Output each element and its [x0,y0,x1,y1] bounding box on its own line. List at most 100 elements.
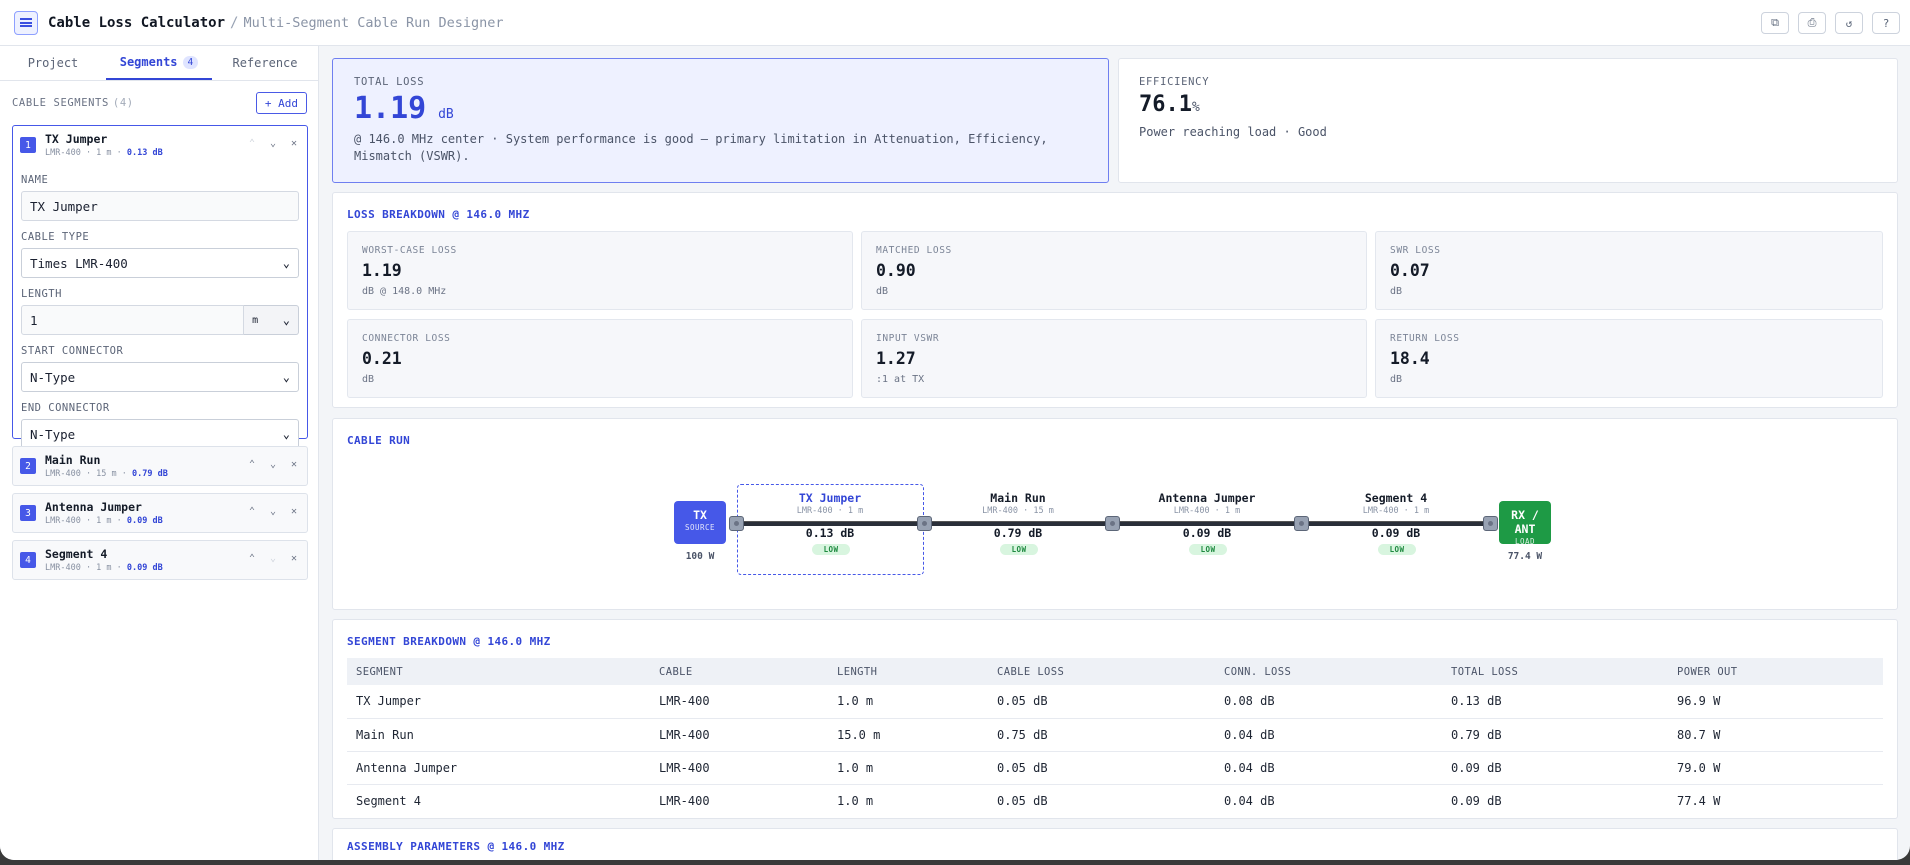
loss-level-badge: LOW [1000,544,1038,555]
table-row: Main Run LMR-400 15.0 m 0.75 dB 0.04 dB … [347,718,1883,752]
table-cell: 77.4 W [1677,793,1721,808]
segment-name: Antenna Jumper [45,500,142,514]
segment-table-wrap: SEGMENT CABLE LENGTH CABLE LOSS CONN. LO… [347,658,1883,817]
segment-card-header[interactable]: 3 Antenna Jumper LMR-400 · 1 m · 0.09 dB… [13,494,307,532]
run-segment-1[interactable]: TX Jumper LMR-400 · 1 m 0.13 dB LOW [740,491,920,555]
connector-icon [917,516,932,531]
help-icon: ? [1882,16,1890,30]
total-loss-description: @ 146.0 MHz center · System performance … [354,132,1048,163]
length-input[interactable]: 1 [21,305,245,335]
chevron-down-icon: ⌄ [282,427,290,441]
start-connector-select[interactable]: N-Type ⌄ [21,362,299,392]
remove-icon[interactable]: ✕ [290,459,298,470]
run-segment-meta: LMR-400 · 15 m [982,506,1054,516]
segment-meta-text: LMR-400 · 15 m · [45,469,132,479]
name-label: NAME [21,174,49,186]
assembly-parameters-card: ASSEMBLY PARAMETERS @ 146.0 MHZ [332,828,1898,860]
section-label-text: CABLE SEGMENTS [12,97,109,109]
table-cell: 1.0 m [837,793,874,808]
run-segment-2[interactable]: Main Run LMR-400 · 15 m 0.79 dB LOW [928,491,1108,555]
table-row: TX Jumper LMR-400 1.0 m 0.05 dB 0.08 dB … [347,685,1883,719]
segment-card-2[interactable]: 2 Main Run LMR-400 · 15 m · 0.79 dB ⌃ ⌄ … [12,446,308,486]
run-segment-4[interactable]: Segment 4 LMR-400 · 1 m 0.09 dB LOW [1306,491,1486,555]
efficiency-unit: % [1191,100,1200,115]
menu-button[interactable] [14,10,38,35]
add-segment-button[interactable]: + Add [255,92,307,114]
move-down-icon[interactable]: ⌄ [269,138,277,149]
app-subtitle: Multi-Segment Cable Run Designer [243,14,504,31]
segment-meta: LMR-400 · 1 m · 0.09 dB [45,563,163,573]
move-up-icon[interactable]: ⌃ [248,553,256,564]
table-cell: 0.04 dB [1224,793,1275,808]
segment-card-1[interactable]: 1 TX Jumper LMR-400 · 1 m · 0.13 dB ⌃ ⌄ … [12,125,308,449]
table-cell: LMR-400 [650,718,828,752]
stat-input-vswr: INPUT VSWR 1.27 :1 at TX [861,319,1367,398]
segment-loss: 0.13 dB [126,148,163,158]
loss-level-badge: LOW [1378,544,1416,555]
run-segment-3[interactable]: Antenna Jumper LMR-400 · 1 m 0.09 dB LOW [1117,491,1297,555]
cable-run-card: CABLE RUN TX SOURCE 100 W RX / ANT LOAD … [332,418,1898,610]
stat-label: INPUT VSWR [876,333,940,344]
stat-swr-loss: SWR LOSS 0.07 dB [1375,231,1883,310]
export-button[interactable]: ⎙ [1798,12,1826,34]
copy-icon: ⧉ [1771,16,1779,29]
tab-project[interactable]: Project [0,46,106,80]
help-button[interactable]: ? [1872,12,1900,34]
segment-card-header[interactable]: 2 Main Run LMR-400 · 15 m · 0.79 dB ⌃ ⌄ … [13,447,307,485]
reset-icon: ↺ [1845,16,1853,30]
segment-card-header[interactable]: 1 TX Jumper LMR-400 · 1 m · 0.13 dB ⌃ ⌄ … [13,126,307,164]
move-down-icon[interactable]: ⌄ [269,459,277,470]
source-node[interactable]: TX SOURCE [674,501,726,544]
run-segment-loss: 0.09 dB [1371,526,1421,540]
segment-loss: 0.09 dB [126,516,163,526]
header-actions: ⧉ ⎙ ↺ ? [1761,12,1900,34]
segment-card-3[interactable]: 3 Antenna Jumper LMR-400 · 1 m · 0.09 dB… [12,493,308,533]
total-loss-card: TOTAL LOSS 1.19 dB @ 146.0 MHz center · … [332,58,1109,183]
length-unit-select[interactable]: m ⌄ [244,305,299,335]
start-connector-value: N-Type [30,369,76,385]
remove-icon[interactable]: ✕ [290,138,298,149]
export-icon: ⎙ [1807,16,1817,29]
copy-button[interactable]: ⧉ [1761,12,1789,34]
move-down-icon[interactable]: ⌄ [269,553,277,564]
move-up-icon[interactable]: ⌃ [248,506,256,517]
table-cell: Antenna Jumper [347,751,650,785]
stat-label: SWR LOSS [1390,245,1441,256]
load-label: RX / ANT [1511,508,1539,536]
remove-icon[interactable]: ✕ [290,506,298,517]
source-sublabel: SOURCE [684,523,716,532]
segment-card-4[interactable]: 4 Segment 4 LMR-400 · 1 m · 0.09 dB ⌃ ⌄ … [12,540,308,580]
stat-unit: dB [876,286,889,297]
total-loss-value: 1.19 [354,91,427,126]
segment-card-header[interactable]: 4 Segment 4 LMR-400 · 1 m · 0.09 dB ⌃ ⌄ … [13,541,307,579]
stat-unit: dB [1390,286,1403,297]
source-label: TX [693,508,707,522]
run-segment-name: Antenna Jumper [1158,491,1256,505]
end-connector-select[interactable]: N-Type ⌄ [21,419,299,449]
name-field[interactable]: TX Jumper [21,191,299,221]
tab-segments[interactable]: Segments 4 [106,46,212,80]
table-cell: Main Run [347,718,650,752]
efficiency-value: 76.1 [1139,92,1192,117]
load-power: 77.4 W [1507,551,1543,562]
table-cell: TX Jumper [347,685,650,719]
total-loss-unit: dB [438,107,454,122]
app-header: Cable Loss Calculator / Multi-Segment Ca… [0,0,1910,46]
app-title: Cable Loss Calculator [48,14,226,31]
move-up-icon[interactable]: ⌃ [248,459,256,470]
col-header: CABLE [650,658,828,685]
run-segment-meta: LMR-400 · 1 m [1362,506,1430,516]
total-loss-value-row: 1.19 dB [354,91,454,126]
run-segment-name: Segment 4 [1364,491,1428,505]
move-down-icon[interactable]: ⌄ [269,506,277,517]
remove-icon[interactable]: ✕ [290,553,298,564]
tab-reference[interactable]: Reference [212,46,318,80]
cable-type-select[interactable]: Times LMR-400 ⌄ [21,248,299,278]
move-up-icon[interactable]: ⌃ [248,138,256,149]
reset-button[interactable]: ↺ [1835,12,1863,34]
segment-meta: LMR-400 · 15 m · 0.79 dB [45,469,168,479]
load-node[interactable]: RX / ANT LOAD [1499,501,1551,546]
segments-header: CABLE SEGMENTS (4) + Add [0,81,318,125]
stat-value: 0.21 [362,349,402,368]
table-cell: 1.0 m [828,685,988,719]
